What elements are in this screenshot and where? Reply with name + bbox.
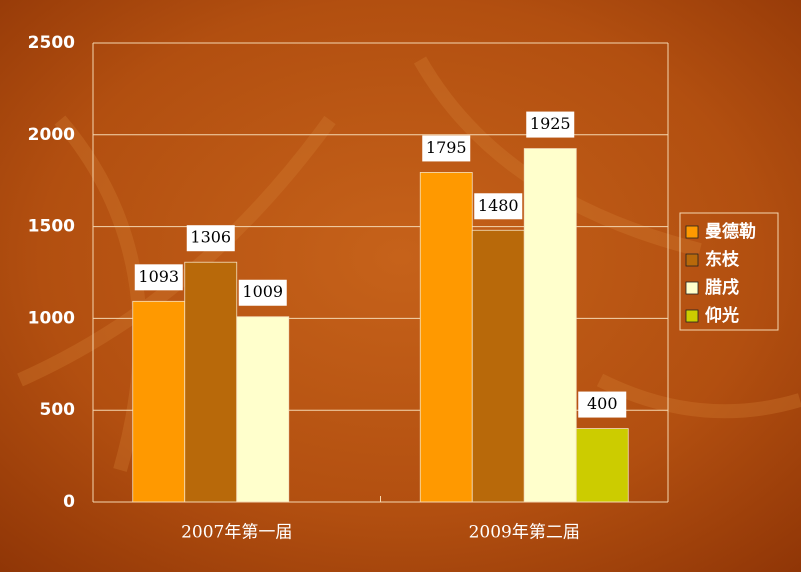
data-label-box [186, 225, 235, 252]
data-label: 1306 [190, 228, 231, 247]
y-tick-label: 2000 [28, 125, 75, 145]
legend-label: 仰光 [705, 305, 739, 326]
y-tick-label: 0 [63, 492, 75, 512]
data-label-box [474, 193, 523, 220]
data-label: 400 [587, 394, 618, 413]
y-tick-label: 500 [40, 400, 76, 420]
legend-label: 腊戌 [705, 277, 739, 298]
bar [184, 261, 238, 503]
x-tick-label: 2009年第二届 [469, 523, 580, 543]
data-label-box [526, 111, 575, 138]
data-label: 1093 [138, 267, 179, 286]
data-label: 1009 [242, 282, 283, 301]
legend-box [679, 212, 779, 331]
data-label: 1795 [426, 138, 467, 157]
bar [471, 229, 525, 503]
y-tick-label: 1000 [28, 308, 75, 328]
legend-swatch [685, 309, 699, 323]
data-label: 1925 [530, 114, 571, 133]
y-tick-label: 2500 [28, 33, 75, 53]
legend-label: 曼德勒 [705, 221, 756, 242]
legend-swatch [685, 225, 699, 239]
bar [236, 316, 290, 503]
data-label-box [134, 264, 183, 291]
data-label-box [238, 279, 287, 306]
bar [523, 148, 577, 503]
y-tick-label: 1500 [28, 217, 75, 237]
legend-label: 东枝 [705, 249, 740, 270]
bar [132, 300, 186, 503]
x-tick-label: 2007年第一届 [181, 523, 292, 543]
bar [419, 172, 473, 503]
data-label: 1480 [478, 196, 519, 215]
legend-swatch [685, 253, 699, 267]
bar [575, 428, 629, 503]
data-label-box [578, 391, 627, 418]
data-label-box [422, 135, 471, 162]
legend-swatch [685, 281, 699, 295]
